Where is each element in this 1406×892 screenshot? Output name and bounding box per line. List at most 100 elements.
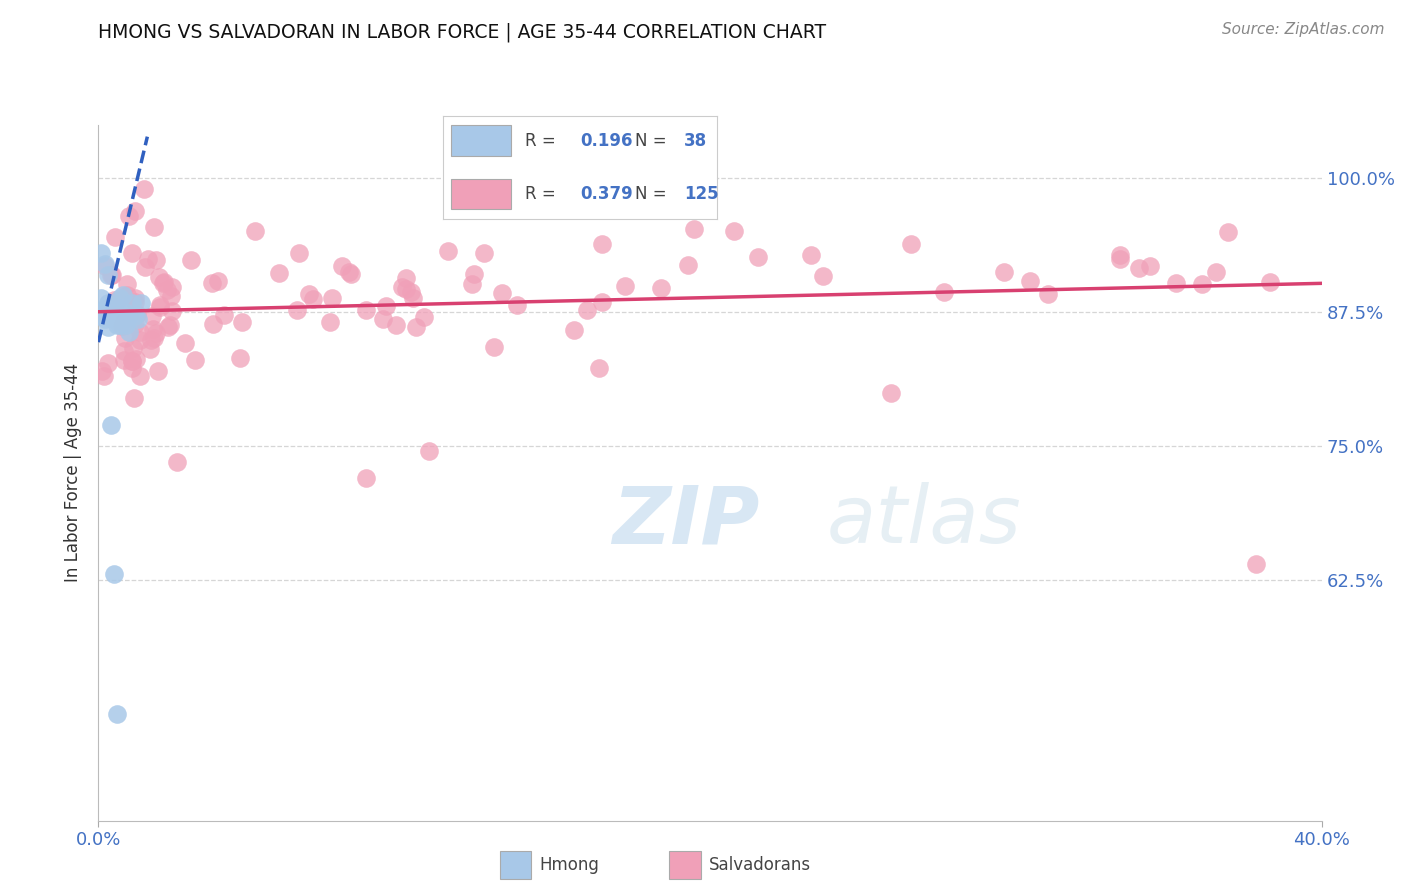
Point: [103, 308, 125, 322]
Point: [149, 300, 172, 314]
Bar: [501, 851, 531, 879]
Point: [212, 308, 235, 322]
Point: [1109, 248, 1132, 262]
Point: [128, 333, 150, 347]
Point: [100, 300, 122, 314]
Point: [1139, 259, 1161, 273]
Point: [1191, 277, 1213, 292]
Point: [180, 253, 202, 268]
Point: [141, 310, 163, 324]
Point: [491, 285, 513, 300]
Point: [124, 203, 146, 218]
Point: [118, 209, 141, 223]
Point: [418, 444, 440, 458]
Text: Salvadorans: Salvadorans: [709, 855, 811, 874]
Point: [395, 282, 418, 296]
Point: [506, 297, 529, 311]
Text: R =: R =: [526, 132, 555, 150]
Point: [100, 268, 122, 282]
Point: [127, 311, 149, 326]
Point: [932, 285, 955, 299]
Point: [385, 318, 408, 332]
Point: [90, 246, 112, 260]
Text: 0.379: 0.379: [581, 185, 633, 202]
Point: [103, 567, 125, 582]
Point: [142, 331, 165, 345]
Point: [682, 222, 704, 236]
Point: [90, 309, 112, 323]
Point: [121, 353, 143, 368]
Point: [318, 315, 340, 329]
Point: [354, 303, 377, 318]
Point: [800, 248, 823, 262]
Point: [412, 310, 434, 325]
Point: [402, 291, 425, 305]
Point: [145, 326, 167, 340]
Point: [97, 305, 120, 319]
Point: [114, 331, 136, 345]
Point: [111, 319, 134, 334]
Point: [1205, 265, 1227, 279]
Point: [900, 236, 922, 251]
Point: [302, 292, 325, 306]
Point: [124, 391, 146, 405]
Point: [105, 301, 128, 315]
Point: [115, 288, 138, 302]
Point: [152, 277, 174, 291]
Point: [132, 182, 155, 196]
Point: [723, 223, 745, 237]
Point: [125, 351, 148, 366]
Point: [107, 293, 129, 307]
Text: HMONG VS SALVADORAN IN LABOR FORCE | AGE 35-44 CORRELATION CHART: HMONG VS SALVADORAN IN LABOR FORCE | AGE…: [98, 22, 827, 42]
Point: [148, 364, 170, 378]
Point: [136, 252, 159, 266]
Point: [575, 303, 598, 318]
Point: [117, 277, 139, 291]
Point: [156, 319, 179, 334]
Point: [112, 352, 135, 367]
Bar: [451, 178, 512, 210]
Point: [207, 274, 229, 288]
Text: N =: N =: [636, 185, 666, 202]
Point: [124, 291, 146, 305]
Point: [121, 360, 143, 375]
Point: [121, 354, 143, 368]
Point: [463, 267, 485, 281]
Point: [124, 309, 146, 323]
Point: [201, 276, 224, 290]
Point: [97, 296, 120, 310]
Text: 125: 125: [685, 185, 718, 202]
Point: [93, 312, 115, 326]
Point: [405, 320, 427, 334]
Point: [97, 305, 120, 319]
Point: [375, 299, 398, 313]
Point: [285, 303, 308, 318]
Point: [1109, 252, 1132, 266]
Point: [155, 283, 177, 297]
Point: [97, 268, 120, 282]
Point: [100, 310, 122, 325]
Text: 38: 38: [685, 132, 707, 150]
Point: [395, 271, 418, 285]
Point: [340, 267, 363, 281]
Point: [103, 307, 125, 321]
Point: [288, 245, 311, 260]
Point: [564, 323, 586, 337]
Text: R =: R =: [526, 185, 555, 202]
Point: [202, 317, 225, 331]
Point: [121, 296, 143, 310]
Point: [159, 318, 181, 332]
Point: [148, 270, 170, 285]
Bar: [451, 125, 512, 156]
Point: [115, 305, 138, 319]
Point: [245, 224, 267, 238]
Point: [811, 268, 834, 283]
Point: [321, 291, 343, 305]
Point: [97, 320, 120, 334]
Point: [97, 356, 120, 370]
Point: [139, 333, 162, 347]
Point: [111, 304, 134, 318]
Point: [650, 281, 672, 295]
Point: [103, 293, 125, 307]
Point: [118, 309, 141, 323]
